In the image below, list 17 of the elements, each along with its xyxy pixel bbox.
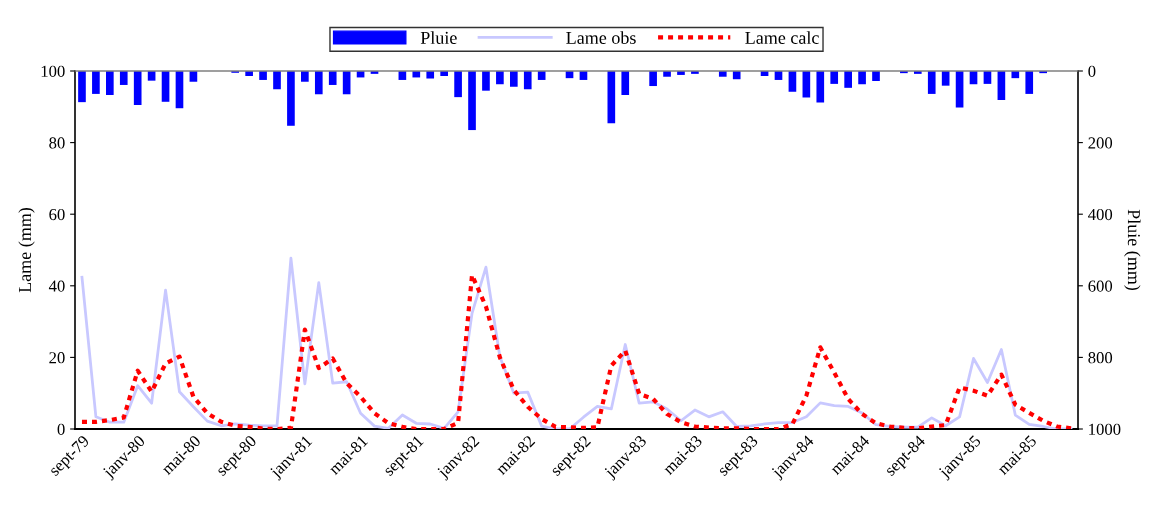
y-tick-label: 100 <box>41 65 65 77</box>
y2-tick-label: 0 <box>1088 65 1096 77</box>
y-axis-title: Lame (mm) <box>18 207 35 293</box>
legend-label: Lame obs <box>566 31 636 44</box>
y-tick-label: 20 <box>49 352 65 364</box>
y2-tick-label: 200 <box>1088 137 1113 149</box>
y-tick-label: 40 <box>48 280 65 292</box>
y-tick-label: 60 <box>49 208 65 221</box>
legend-label: Pluie <box>420 31 457 44</box>
y-tick-label: 0 <box>57 423 65 435</box>
y2-tick-label: 600 <box>1088 280 1113 292</box>
y2-tick-label: 1000 <box>1089 423 1121 435</box>
y2-tick-label: 800 <box>1088 352 1113 364</box>
y2-axis-title: Pluie (mm) <box>1124 209 1141 291</box>
legend-label: Lame calc <box>745 31 819 44</box>
y-tick-label: 80 <box>49 137 65 149</box>
y2-tick-label: 400 <box>1088 208 1113 221</box>
